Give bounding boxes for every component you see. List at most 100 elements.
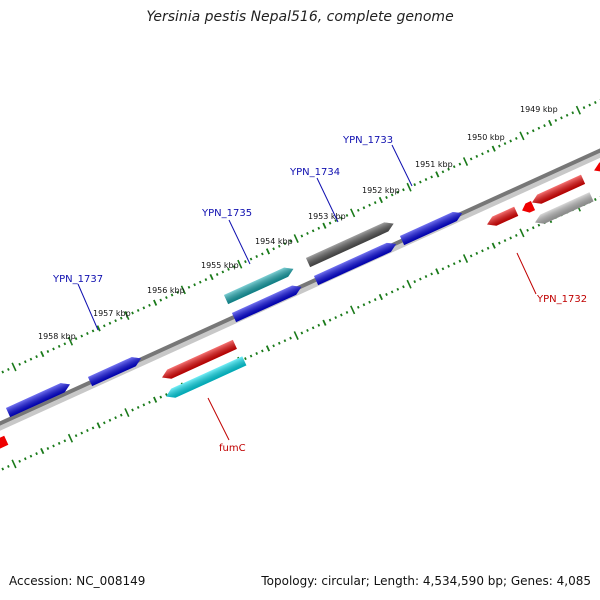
gene-ypn-1734-upper[interactable] [306,219,396,268]
upper-tick-mark [204,278,208,282]
gene-label-ypn-1735: YPN_1735 [201,208,252,219]
upper-tick-mark [35,355,38,359]
upper-tick-mark [63,342,67,346]
upper-tick-mark [96,325,101,332]
upper-tick-mark [565,113,569,117]
lower-tick-mark [35,452,38,456]
lower-tick-mark [475,251,479,255]
upper-tick-mark [176,290,180,294]
lower-tick-mark [334,316,338,320]
lower-tick-mark [328,318,332,322]
leader-ypn-1734 [316,177,339,223]
gene-ypn-1732[interactable] [485,206,519,229]
upper-tick-mark [249,257,253,261]
lower-tick-mark [368,300,371,304]
upper-tick-mark [159,298,163,302]
leader-ypn-1733 [391,144,413,187]
lower-tick-mark [261,349,264,353]
kbp-label-1949: 1949 kbp [520,105,558,114]
upper-tick-mark [435,171,440,178]
upper-tick-mark [447,167,450,171]
gene-red-left-edge[interactable] [0,435,9,453]
upper-tick-mark [582,106,586,110]
gene-left-blue[interactable] [6,380,72,418]
gene-red-small[interactable] [520,201,536,215]
lower-tick-mark [244,357,247,361]
upper-tick-mark [237,259,243,269]
upper-tick-mark [340,216,343,220]
gene-ypn-1737[interactable] [88,354,143,387]
upper-tick-mark [486,149,490,153]
gene-red-edge[interactable] [592,157,600,175]
lower-tick-mark [283,339,287,343]
upper-tick-mark [328,221,332,225]
lower-tick-mark [165,393,168,397]
upper-tick-mark [52,347,55,351]
upper-tick-mark [491,145,496,152]
gene-label-ypn-1734: YPN_1734 [289,167,340,178]
upper-tick-mark [390,193,394,197]
upper-tick-mark [198,280,202,284]
lower-tick-mark [503,239,507,243]
gene-lightgray[interactable] [533,192,594,227]
lower-tick-mark [124,408,130,417]
lower-tick-mark [362,303,366,307]
upper-tick-mark [531,129,535,133]
gene-ypn-1735-lower[interactable] [232,282,303,323]
lower-tick-mark [1,467,5,471]
lower-tick-mark [136,405,140,409]
gene-ypn-1734[interactable] [314,240,398,286]
kbp-label-1955: 1955 kbp [201,261,239,270]
upper-tick-mark [441,170,445,174]
upper-tick-mark [165,296,168,300]
upper-tick-mark [300,234,304,238]
upper-tick-mark [571,111,575,115]
gene-label-ypn-1737: YPN_1737 [52,274,103,285]
lower-tick-mark [293,331,299,340]
upper-tick-mark [362,206,366,210]
upper-tick-row [1,99,600,374]
upper-tick-mark [103,324,106,328]
lower-tick-mark [277,341,281,345]
lower-tick-mark [447,264,450,268]
upper-tick-mark [18,362,21,366]
upper-tick-mark [475,154,479,158]
lower-tick-mark [378,293,383,301]
upper-tick-mark [378,196,383,204]
upper-tick-mark [385,196,388,199]
lower-tick-mark [345,310,349,314]
lower-tick-mark [424,275,428,278]
upper-tick-mark [265,248,271,255]
gene-ypn-1733[interactable] [400,209,464,246]
upper-tick-mark [419,180,422,184]
lower-tick-mark [131,408,134,412]
upper-tick-mark [345,213,349,217]
upper-tick-mark [306,231,309,235]
lower-tick-mark [385,293,388,296]
lower-tick-mark [18,459,21,463]
upper-tick-mark [142,306,146,310]
upper-tick-mark [180,285,186,295]
upper-tick-mark [458,162,462,166]
upper-tick-mark [396,190,400,194]
lower-tick-mark [255,352,259,355]
lower-tick-mark [526,228,529,232]
upper-tick-mark [356,208,360,212]
upper-tick-mark [575,105,581,115]
lower-tick-mark [491,242,496,249]
kbp-label-1954: 1954 kbp [255,237,293,246]
gene-fumc[interactable] [164,356,247,401]
upper-tick-mark [519,131,525,141]
upper-tick-mark [509,139,512,143]
upper-tick-mark [293,234,299,243]
gene-fumc-upper[interactable] [160,339,237,382]
upper-tick-mark [46,350,50,353]
gene-ypn-1735[interactable] [224,264,295,305]
gene-red-right[interactable] [530,174,586,207]
map-title: Yersinia pestis Nepal516, complete genom… [146,9,454,25]
lower-tick-mark [452,262,456,266]
lower-tick-mark [469,254,473,258]
kbp-label-1951: 1951 kbp [415,160,453,169]
lower-tick-mark [67,433,74,443]
lower-tick-mark [63,439,67,443]
